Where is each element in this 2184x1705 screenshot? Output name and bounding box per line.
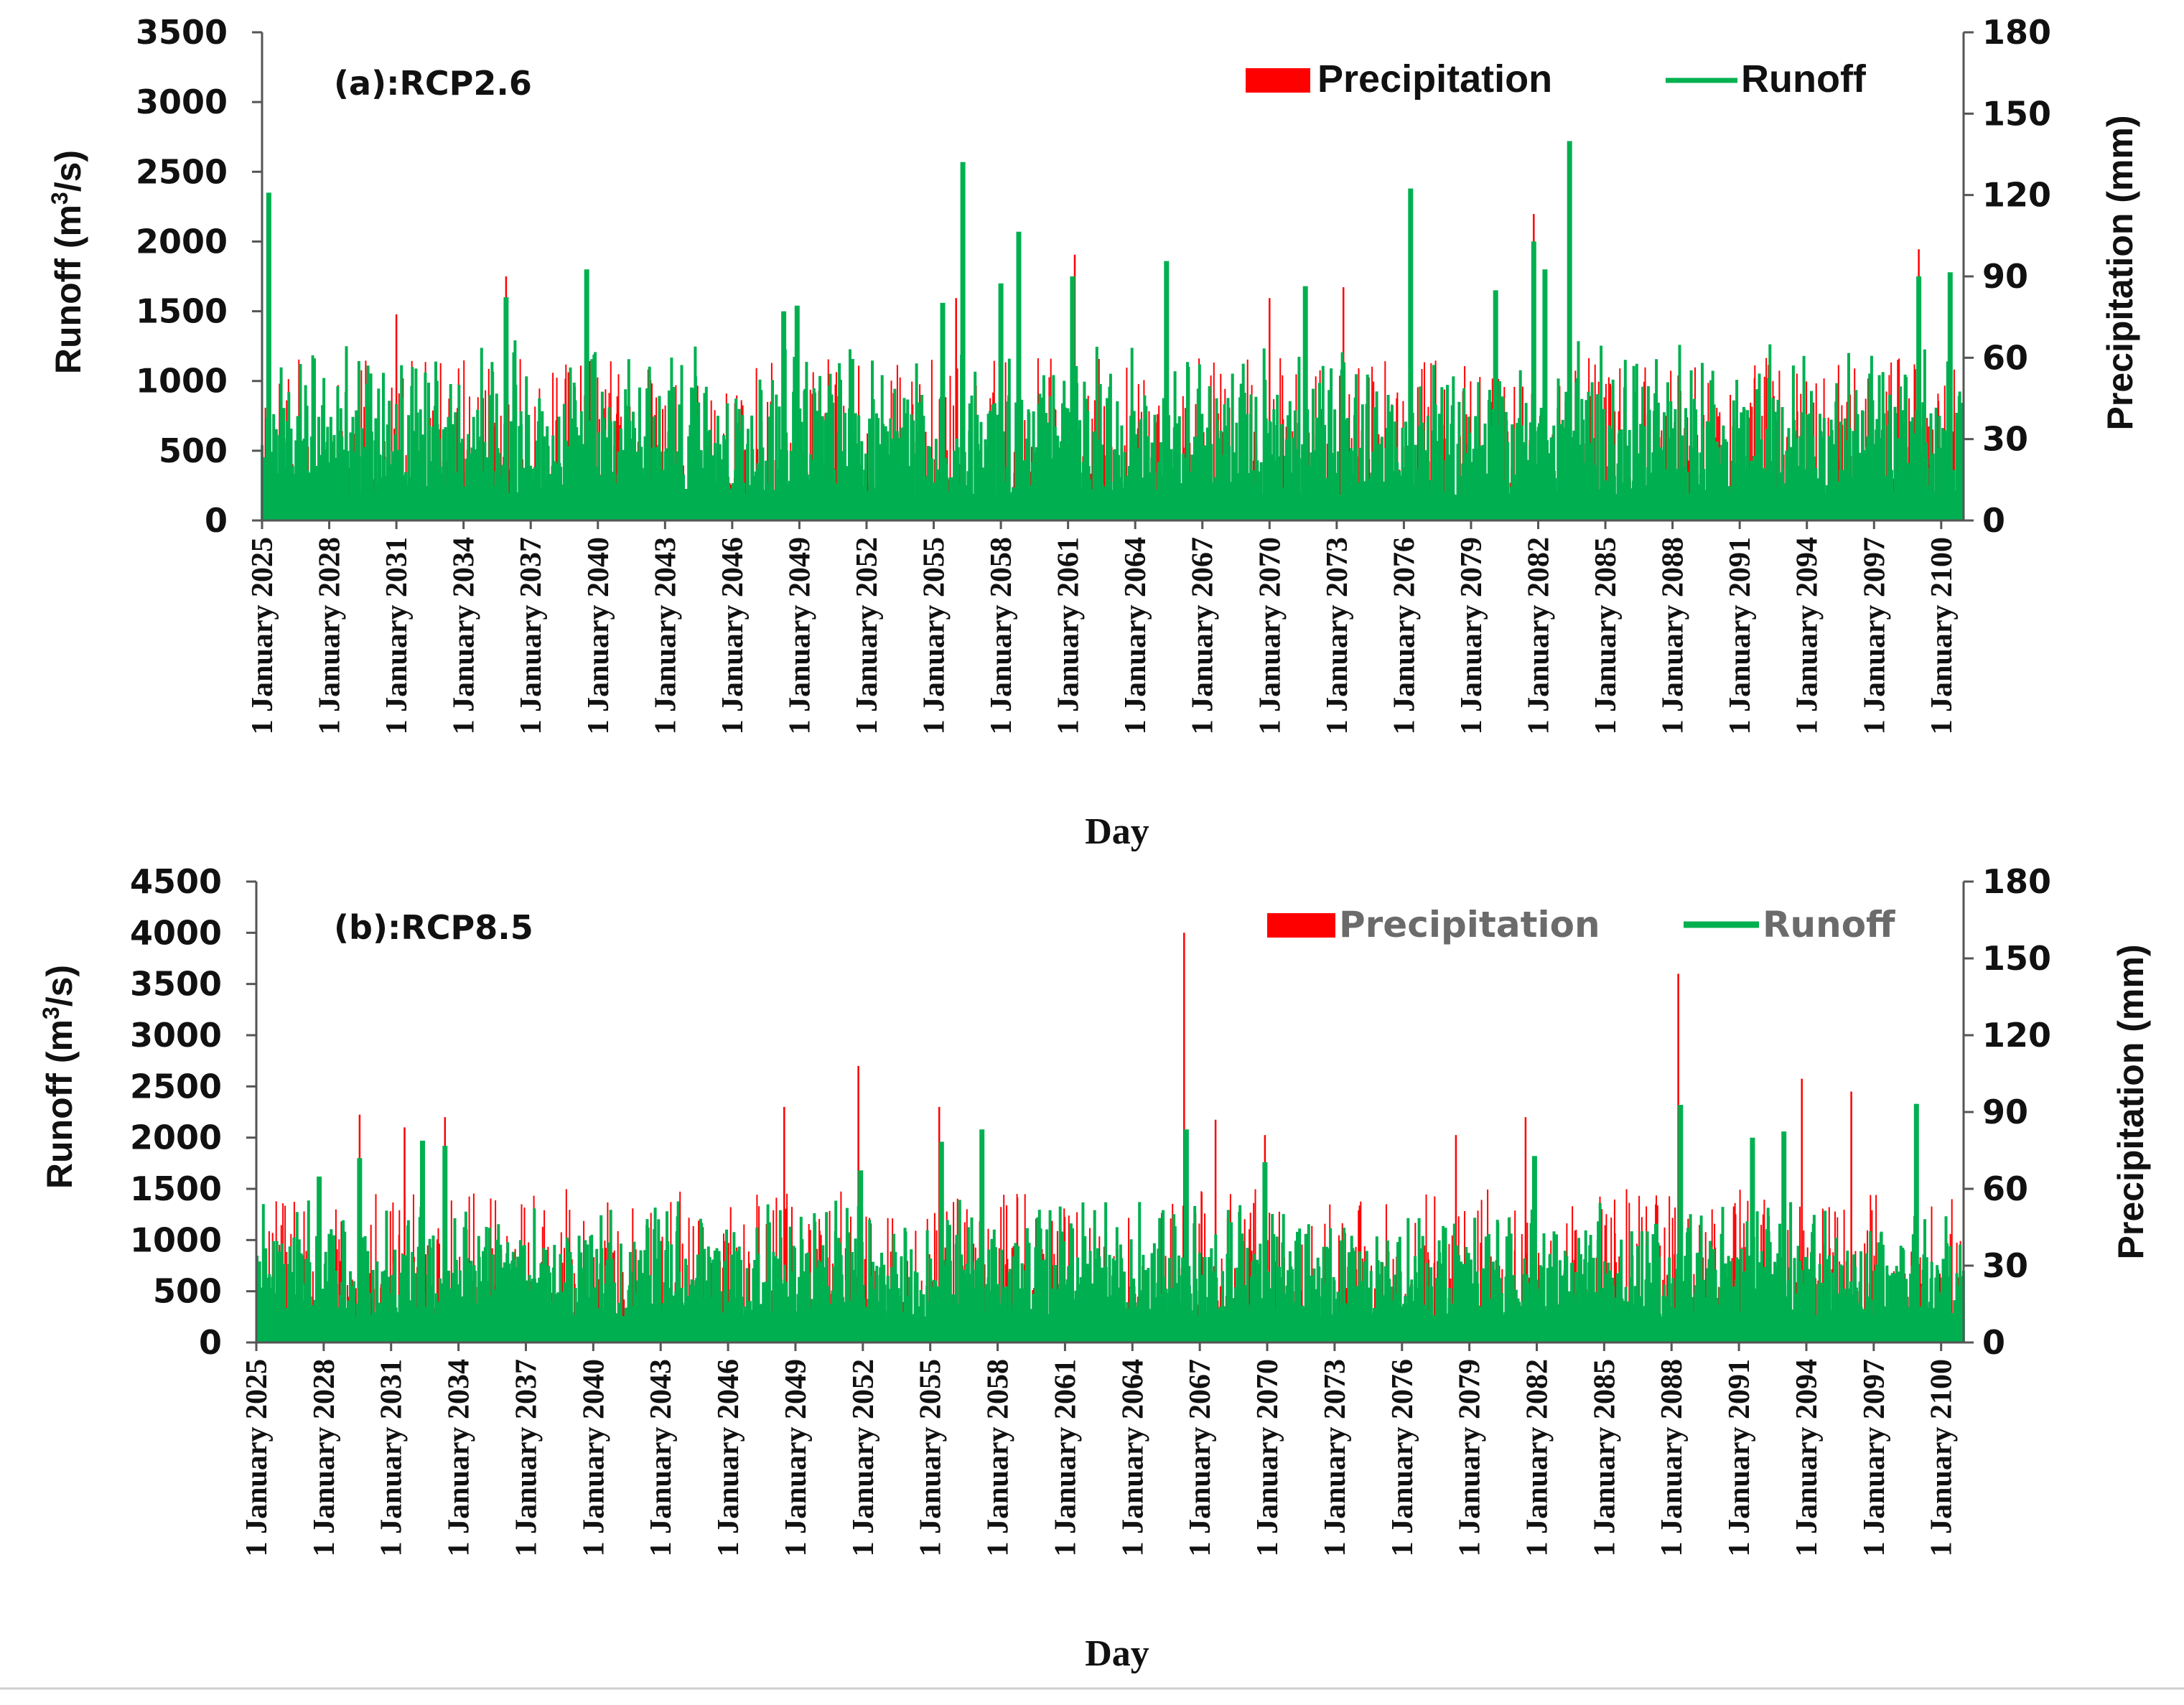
panel-a-right-axis-title: Precipitation (mm) <box>2100 116 2140 431</box>
x-tick-label: 1 January 2049 <box>783 537 816 734</box>
x-tick-label: 1 January 2088 <box>1657 537 1690 734</box>
right-tick-label: 120 <box>1982 176 2051 215</box>
x-tick-label: 1 January 2025 <box>246 537 279 734</box>
left-tick-label: 1500 <box>136 292 228 331</box>
right-tick-label: 150 <box>1982 94 2051 133</box>
x-tick-label: 1 January 2028 <box>314 537 347 734</box>
x-tick-label: 1 January 2037 <box>515 537 548 734</box>
right-tick-label: 0 <box>1982 501 2005 540</box>
panel-a-x-axis-title: Day <box>1085 811 1149 852</box>
x-tick-label: 1 January 2079 <box>1455 537 1488 734</box>
x-tick-label: 1 January 2091 <box>1724 537 1757 734</box>
panel-a-runoff-series <box>261 141 1964 520</box>
x-tick-label: 1 January 2064 <box>1119 537 1152 734</box>
left-tick-label: 3500 <box>136 13 228 52</box>
left-tick-label: 500 <box>159 431 228 470</box>
x-tick-label: 1 January 2076 <box>1388 537 1421 734</box>
runoff-baseflow-band <box>262 498 1964 520</box>
panel-a-legend: Precipitation Runoff <box>1246 57 1867 101</box>
panel-a-left-axis-title: Runoff (m3/s) <box>47 150 88 374</box>
panel-a-axes: 0 500 1000 1500 2000 2500 3000 3500 0 30 60 90 120 15… <box>136 13 2051 734</box>
x-tick-label: 1 January 2043 <box>649 537 682 734</box>
x-tick-label: 1 January 2031 <box>381 537 414 734</box>
x-tick-label: 1 January 2082 <box>1523 537 1556 734</box>
x-tick-label: 1 January 2058 <box>985 537 1018 734</box>
right-tick-label: 90 <box>1982 257 2028 296</box>
legend-a-precipitation-label: Precipitation <box>1317 57 1552 101</box>
panel-b-runoff-series <box>256 1103 1965 1342</box>
right-tick-label: 60 <box>1982 338 2028 377</box>
x-tick-label: 1 January 2040 <box>582 537 615 734</box>
x-tick-label: 1 January 2094 <box>1791 537 1824 734</box>
x-tick-label: 1 January 2100 <box>1926 537 1959 734</box>
x-tick-label: 1 January 2067 <box>1187 537 1220 734</box>
left-tick-label: 2000 <box>136 222 228 261</box>
x-tick-label: 1 January 2070 <box>1254 537 1287 734</box>
left-tick-label: 1000 <box>136 362 228 401</box>
right-tick-label: 180 <box>1982 13 2051 52</box>
x-tick-label: 1 January 2052 <box>851 537 884 734</box>
x-tick-label: 1 January 2073 <box>1321 537 1354 734</box>
right-tick-label: 30 <box>1982 420 2028 459</box>
x-tick-label: 1 January 2034 <box>448 537 481 734</box>
legend-a-precipitation-swatch <box>1246 68 1310 93</box>
x-tick-label: 1 January 2046 <box>717 537 750 734</box>
x-tick-label: 1 January 2097 <box>1858 537 1891 734</box>
panel-b-rcp85: 0500100015002000250030003500400045000306… <box>38 862 2151 1674</box>
left-tick-label: 3000 <box>136 83 228 121</box>
x-tick-label: 1 January 2085 <box>1590 537 1623 734</box>
legend-a-runoff-label: Runoff <box>1741 57 1867 101</box>
left-tick-label: 0 <box>205 501 228 540</box>
x-tick-label: 1 January 2061 <box>1053 537 1086 734</box>
panel-a-rcp26: 0 500 1000 1500 2000 2500 3000 3500 0 30 60 90 120 15… <box>47 13 2140 852</box>
panel-a-label: (a):RCP2.6 <box>334 64 532 103</box>
x-tick-label: 1 January 2055 <box>918 537 951 734</box>
left-tick-label: 2500 <box>136 152 228 191</box>
